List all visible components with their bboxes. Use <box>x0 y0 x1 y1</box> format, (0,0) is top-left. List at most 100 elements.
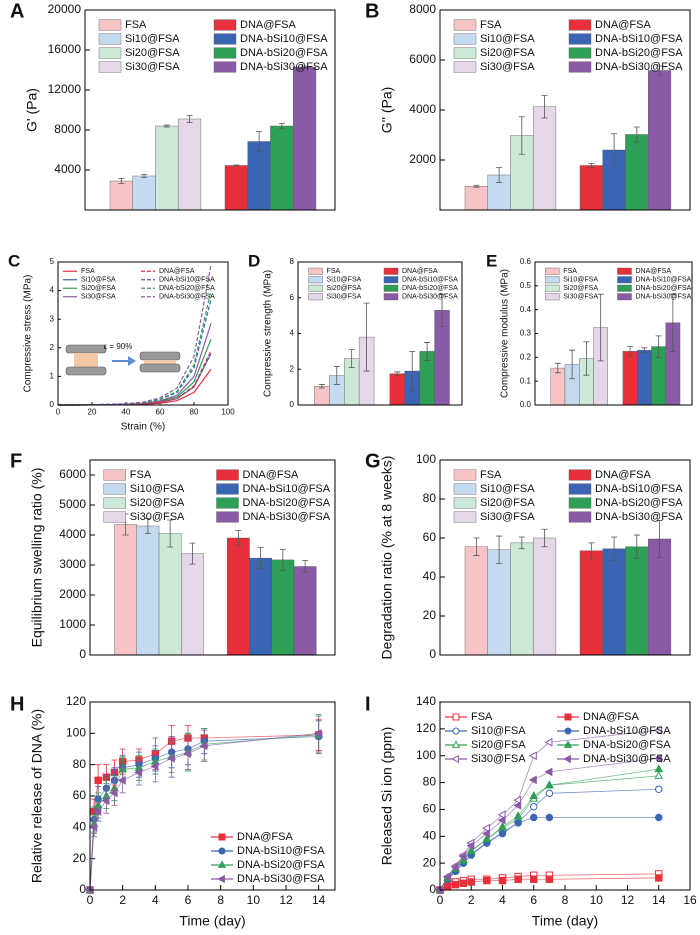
legend-label: DNA-bSi30@FSA <box>636 294 692 301</box>
plot-frame <box>439 701 691 891</box>
x-tick-label: 16 <box>683 893 697 907</box>
bar <box>532 537 557 656</box>
error-bar <box>655 335 662 358</box>
bar <box>602 548 626 656</box>
marker <box>117 775 126 785</box>
legend-label: Si10@FSA <box>480 33 535 45</box>
legend-marker <box>564 713 572 721</box>
x-tick-label: 6 <box>185 893 192 907</box>
bar <box>181 553 204 656</box>
legend-swatch <box>308 267 323 275</box>
y-tick-label: 8000 <box>409 2 436 16</box>
bar <box>579 165 603 211</box>
marker <box>459 879 468 887</box>
legend-label: DNA-bSi10@FSA <box>159 277 215 284</box>
legend-swatch <box>213 33 237 45</box>
marker <box>467 878 475 886</box>
legend-swatch <box>103 497 127 509</box>
error-bar <box>279 549 286 571</box>
panel: F 0 1000 2000 3000 4000 5000 6000 Equilibrium sw… <box>10 450 336 661</box>
bar <box>177 118 202 211</box>
error-bar <box>144 518 151 534</box>
error-bar <box>302 560 309 573</box>
legend-marker <box>564 727 572 735</box>
y-tick-label: 20000 <box>48 2 82 16</box>
legend-swatch <box>103 483 127 495</box>
marker <box>199 741 208 751</box>
y-tick-label: 6 <box>290 293 295 302</box>
marker <box>530 813 538 822</box>
legend-swatch <box>568 33 592 45</box>
legend-swatch <box>453 33 477 45</box>
legend-swatch <box>98 47 122 59</box>
legend-label: Si30@FSA <box>327 294 362 301</box>
y-axis-label: Degradation ratio (% at 8 weeks) <box>379 456 395 660</box>
error-bar <box>167 519 174 548</box>
y-tick-label: 6000 <box>59 467 86 481</box>
bar <box>550 367 566 406</box>
marker <box>514 819 522 827</box>
marker <box>654 770 664 779</box>
marker <box>655 874 663 882</box>
legend-swatch <box>98 61 122 73</box>
marker <box>482 834 492 843</box>
y-tick-label: 40 <box>423 569 437 583</box>
marker <box>166 754 175 763</box>
y-tick-label: 0.2 <box>520 352 532 361</box>
marker <box>134 768 143 777</box>
legend-swatch <box>383 276 399 284</box>
panel-letter: G <box>365 450 381 472</box>
marker <box>101 796 110 806</box>
legend-label: DNA@FSA <box>237 831 293 843</box>
bar <box>625 546 649 656</box>
line <box>439 758 659 891</box>
x-tick-label: 14 <box>312 893 326 907</box>
legend-swatch <box>545 293 560 301</box>
error-bar <box>611 133 618 167</box>
legend-label: DNA-bSi20@FSA <box>402 285 458 292</box>
legend-label: DNA-bSi10@FSA <box>595 33 683 45</box>
legend-label: DNA-bSi20@FSA <box>595 497 683 509</box>
y-tick-label: 20 <box>423 608 437 622</box>
legend-marker <box>452 713 460 721</box>
legend-swatch <box>216 469 239 481</box>
marker <box>528 775 537 785</box>
legend-label: DNA-bSi10@FSA <box>402 277 458 284</box>
x-tick-label: 2 <box>119 893 126 907</box>
marker <box>544 737 553 747</box>
bar <box>314 386 330 406</box>
legend-marker <box>217 874 225 884</box>
y-tick-label: 2000 <box>59 587 86 601</box>
y-tick-label: 100 <box>416 452 436 466</box>
error-bar <box>394 371 401 376</box>
x-tick-label: 14 <box>652 893 666 907</box>
legend-label: DNA-bSi10@FSA <box>583 725 671 737</box>
legend-label: Si20@FSA <box>81 285 116 292</box>
bar <box>224 165 248 211</box>
error-bar <box>473 537 480 556</box>
y-axis-label: Relative release of DNA (%) <box>29 709 45 883</box>
legend-label: Si10@FSA <box>125 33 180 45</box>
plot-frame <box>89 701 336 891</box>
legend-label: FSA <box>480 19 502 31</box>
legend-label: Si20@FSA <box>125 47 180 59</box>
error-bar <box>333 366 340 385</box>
bar <box>226 537 250 656</box>
error-bar <box>118 178 125 184</box>
legend-label: DNA-bSi30@FSA <box>595 61 683 73</box>
legend-label: DNA-bSi20@FSA <box>583 739 671 751</box>
error-bar <box>186 115 193 123</box>
marker <box>109 788 118 798</box>
error-bar <box>233 164 240 167</box>
marker <box>653 725 662 735</box>
x-tick-label: 80 <box>190 407 199 416</box>
y-tick-label: 60 <box>423 802 437 816</box>
plate <box>65 366 107 376</box>
marker <box>183 749 192 759</box>
legend-label: FSA <box>563 268 577 275</box>
error-bar <box>163 124 170 128</box>
legend-label: DNA-bSi20@FSA <box>595 47 683 59</box>
legend-label: Si30@FSA <box>480 61 535 73</box>
marker <box>313 728 322 738</box>
